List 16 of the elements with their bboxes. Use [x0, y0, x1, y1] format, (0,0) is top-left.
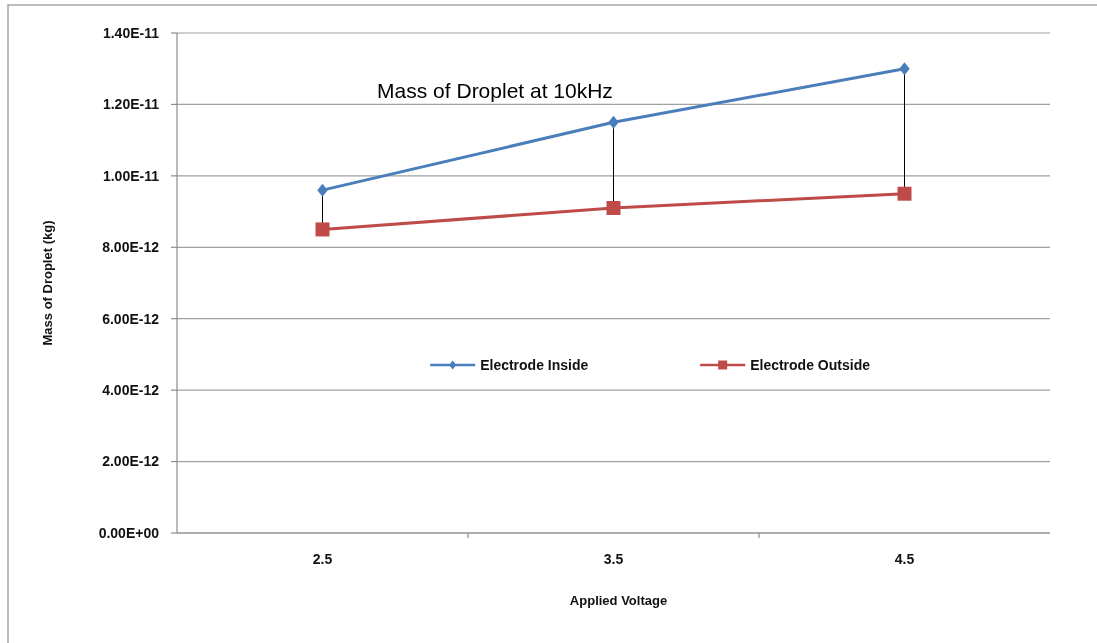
y-tick-label: 6.00E-12	[102, 310, 160, 327]
x-tick-label: 2.5	[312, 551, 333, 567]
y-axis-title: Mass of Droplet (kg)	[40, 220, 55, 346]
legend-label: Electrode Outside	[750, 356, 871, 373]
x-tick-label: 3.5	[603, 551, 624, 567]
text: Mass of Droplet at 10kHz	[377, 79, 613, 102]
y-tick-label: 4.00E-12	[102, 382, 160, 399]
x-tick-label: 4.5	[894, 551, 915, 567]
y-tick-label: 8.00E-12	[102, 239, 160, 256]
legend-label: Electrode Inside	[480, 356, 589, 373]
y-tick-label: 1.40E-11	[102, 24, 160, 41]
y-tick-label: 1.20E-11	[102, 96, 160, 113]
y-tick-label: 2.00E-12	[102, 453, 160, 470]
y-tick-label: 0.00E+00	[98, 524, 160, 541]
y-tick-label: 1.00E-11	[102, 167, 160, 184]
x-axis-title: Applied Voltage	[569, 593, 668, 608]
